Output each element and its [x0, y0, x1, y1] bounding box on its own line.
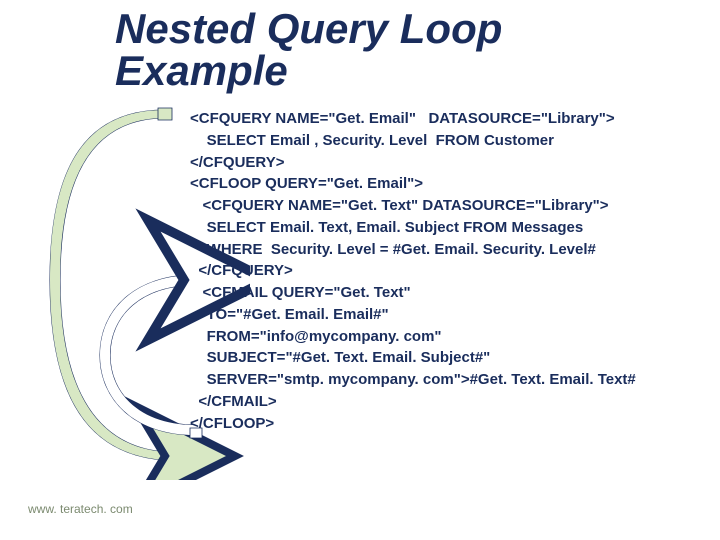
slide-title: Nested Query Loop Example	[115, 8, 502, 92]
code-line: </CFQUERY>	[190, 154, 284, 171]
code-line: WHERE Security. Level = #Get. Email. Sec…	[190, 241, 596, 258]
code-line: SUBJECT="#Get. Text. Email. Subject#"	[190, 349, 490, 366]
code-line: <CFLOOP QUERY="Get. Email">	[190, 175, 423, 192]
footer-url: www. teratech. com	[28, 502, 133, 516]
code-line: FROM="info@mycompany. com"	[190, 328, 442, 345]
code-line: SERVER="smtp. mycompany. com">#Get. Text…	[190, 371, 636, 388]
title-line-1: Nested Query Loop	[115, 5, 502, 52]
code-line: </CFQUERY>	[190, 262, 293, 279]
code-block: <CFQUERY NAME="Get. Email" DATASOURCE="L…	[190, 108, 636, 434]
title-line-2: Example	[115, 47, 288, 94]
code-line: <CFQUERY NAME="Get. Email" DATASOURCE="L…	[190, 110, 615, 127]
code-line: <CFMAIL QUERY="Get. Text"	[190, 284, 411, 301]
code-line: SELECT Email , Security. Level FROM Cust…	[190, 132, 554, 149]
code-line: SELECT Email. Text, Email. Subject FROM …	[190, 219, 583, 236]
code-line: TO="#Get. Email. Email#"	[190, 306, 389, 323]
code-line: </CFLOOP>	[190, 415, 274, 432]
code-line: </CFMAIL>	[190, 393, 277, 410]
code-line: <CFQUERY NAME="Get. Text" DATASOURCE="Li…	[190, 197, 609, 214]
